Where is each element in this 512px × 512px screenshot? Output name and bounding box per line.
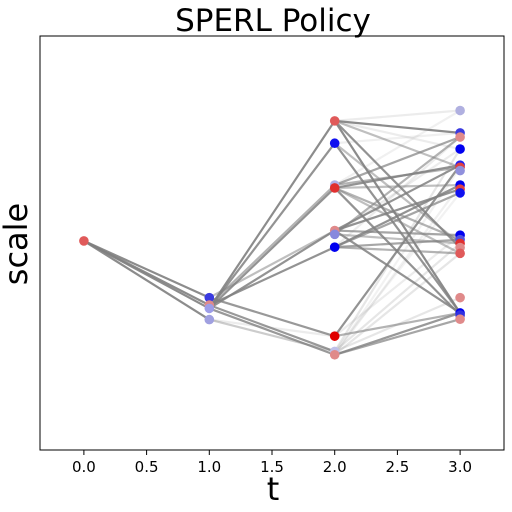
edge-line: [334, 164, 461, 232]
edge-line: [334, 135, 461, 187]
edge-line: [334, 131, 461, 145]
edge-line: [333, 184, 461, 356]
edge-line: [334, 311, 461, 338]
data-point: [329, 331, 340, 341]
edge-line: [208, 187, 336, 310]
edge-line: [334, 109, 461, 122]
edge-line: [208, 229, 336, 299]
chart-title: SPERL Policy: [175, 3, 371, 39]
data-point: [455, 165, 465, 176]
plot-frame: [39, 35, 505, 451]
edge-line: [333, 142, 461, 314]
data-point: [455, 314, 465, 324]
edge-line: [334, 238, 461, 249]
x-tick-label: 1.5: [260, 458, 284, 476]
edge-line: [333, 166, 462, 356]
data-point: [79, 236, 89, 246]
data-point: [455, 105, 465, 116]
data-point: [329, 349, 340, 360]
edge-line: [208, 246, 336, 307]
edge-line: [333, 242, 461, 353]
edge-line: [208, 184, 336, 306]
edge-line: [334, 229, 461, 314]
edge-line: [83, 239, 210, 321]
edge-line: [208, 307, 336, 356]
data-point: [329, 229, 340, 240]
x-tick-label: 3.0: [448, 458, 472, 476]
x-tick-label: 1.0: [197, 458, 221, 476]
edge-line: [334, 119, 461, 134]
edge-line: [334, 119, 461, 151]
edge-line: [334, 186, 461, 241]
data-point: [455, 292, 465, 303]
edge-line: [334, 164, 461, 190]
edge-line: [208, 304, 336, 353]
edge-line: [334, 234, 461, 338]
edge-line: [209, 318, 335, 353]
x-tick-label: 2.0: [323, 458, 347, 476]
edge-line: [333, 148, 462, 353]
edge-line: [333, 192, 461, 353]
data-point: [204, 303, 215, 314]
edges-layer: [83, 109, 462, 356]
data-point: [329, 116, 340, 126]
x-axis-ticks: 0.0 0.5 1.0 1.5 2.0 2.5 3.0: [72, 450, 472, 476]
data-point: [204, 314, 215, 325]
edge-line: [334, 296, 461, 353]
data-point: [329, 183, 340, 193]
edge-line: [333, 164, 461, 337]
x-tick-label: 2.5: [385, 458, 409, 476]
points-layer: [79, 105, 465, 360]
data-point: [329, 138, 340, 149]
data-point: [455, 188, 465, 198]
edge-line: [334, 136, 461, 236]
y-axis-label: scale: [0, 203, 35, 285]
data-point: [204, 292, 215, 303]
x-tick-label: 0.5: [135, 458, 159, 476]
data-point: [329, 242, 340, 252]
edge-line: [334, 252, 461, 356]
edge-line: [334, 119, 461, 169]
edge-line: [83, 239, 210, 310]
edge-line: [208, 120, 336, 310]
edge-line: [333, 136, 461, 248]
x-axis-label: t: [267, 470, 280, 508]
data-point: [455, 248, 465, 259]
edge-line: [334, 142, 461, 245]
edge-line: [334, 229, 461, 237]
edge-line: [208, 296, 336, 338]
data-point: [455, 132, 465, 142]
edge-line: [334, 191, 461, 249]
x-tick-label: 0.0: [72, 458, 96, 476]
edge-line: [209, 318, 335, 338]
data-point: [455, 144, 465, 154]
edge-line: [208, 142, 336, 310]
edge-line: [334, 318, 461, 356]
edge-line: [83, 239, 210, 299]
edge-line: [334, 109, 461, 186]
edge-line: [334, 148, 461, 236]
